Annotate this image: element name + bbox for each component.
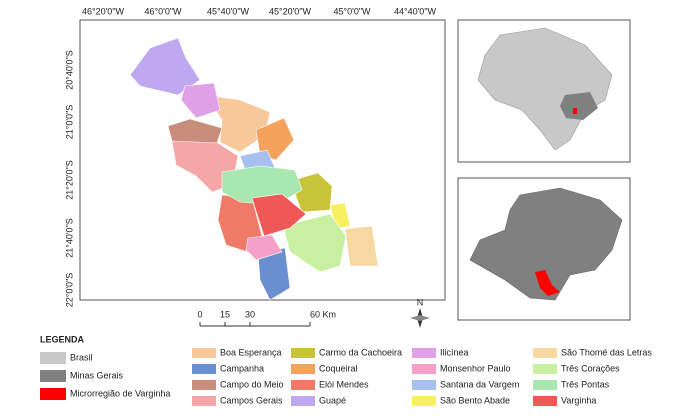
municipality [204,94,271,153]
latitude-label: 21°0'0"S [64,105,74,140]
legend-label: Microrregião de Varginha [70,388,170,398]
municipality [257,247,291,301]
brazil-shape [477,27,613,151]
north-arrow [410,308,430,328]
legend-label: São Bento Abade [440,395,510,405]
legend-swatch [412,364,436,374]
legend-label: Carmo da Cachoeira [319,347,402,357]
legend-swatch [533,348,557,358]
mg-in-brazil [560,92,598,120]
legend-label: Guapé [319,395,346,405]
legend-swatch [192,396,216,406]
latitude-label: 21°20'0"S [64,160,74,200]
longitude-label: 45°20'0"W [269,6,312,16]
legend-swatch [192,380,216,390]
north-label: N [417,297,424,307]
legend-swatch [291,396,315,406]
legend-swatch [40,352,66,364]
scale-label: 30 [245,309,255,319]
mg-shape [469,187,623,301]
legend-label: Ilicínea [440,347,469,357]
municipality [245,234,283,261]
longitude-label: 45°0'0"W [333,6,371,16]
scale-label: 15 [220,309,230,319]
legend-swatch [291,364,315,374]
legend-label: Santana da Vargem [440,379,519,389]
longitude-label: 45°40'0"W [207,6,250,16]
longitude-label: 46°0'0"W [144,6,182,16]
legend-swatch [533,380,557,390]
scale-label: 60 Km [310,309,336,319]
legend-label: Três Corações [561,363,620,373]
legend-swatch [291,348,315,358]
municipality [344,225,379,267]
municipality [255,117,295,161]
longitude-label: 44°40'0"W [394,6,437,16]
legend-label: Campo do Meio [220,379,284,389]
legend-label: Boa Esperança [220,347,282,357]
legend-label: Três Pontas [561,379,610,389]
legend-swatch [192,348,216,358]
legend-swatch [412,380,436,390]
legend-label: Elói Mendes [319,379,369,389]
region-in-mg [535,270,560,296]
latitude-label: 22°0'0"S [64,273,74,308]
legend-swatch [40,388,66,400]
municipality [282,213,347,273]
legend-label: Coqueiral [319,363,358,373]
municipality [251,193,307,237]
municipality [180,82,221,119]
region-in-brazil [573,108,577,114]
legend-swatch [412,396,436,406]
legend-swatch [40,370,66,382]
legend-swatch [291,380,315,390]
legend-swatch [192,364,216,374]
legend-label: São Thomé das Letras [561,347,652,357]
legend-label: Varginha [561,395,596,405]
legend-swatch [533,364,557,374]
legend-label: Brasil [70,352,93,362]
legend-label: Campanha [220,363,264,373]
latitude-label: 20°40'0"S [64,50,74,90]
municipality [129,37,201,96]
legend-label: Minas Gerais [70,370,124,380]
legend-label: Campos Gerais [220,395,283,405]
latitude-label: 21°40'0"S [64,218,74,258]
longitude-label: 46°20'0"W [82,6,125,16]
scale-bar [199,322,311,327]
legend-swatch [412,348,436,358]
legend-label: Monsenhor Paulo [440,363,511,373]
municipality [289,172,333,213]
municipality [167,118,223,147]
legend-swatch [533,396,557,406]
scale-label: 0 [197,309,202,319]
legend-title: LEGENDA [40,334,85,344]
